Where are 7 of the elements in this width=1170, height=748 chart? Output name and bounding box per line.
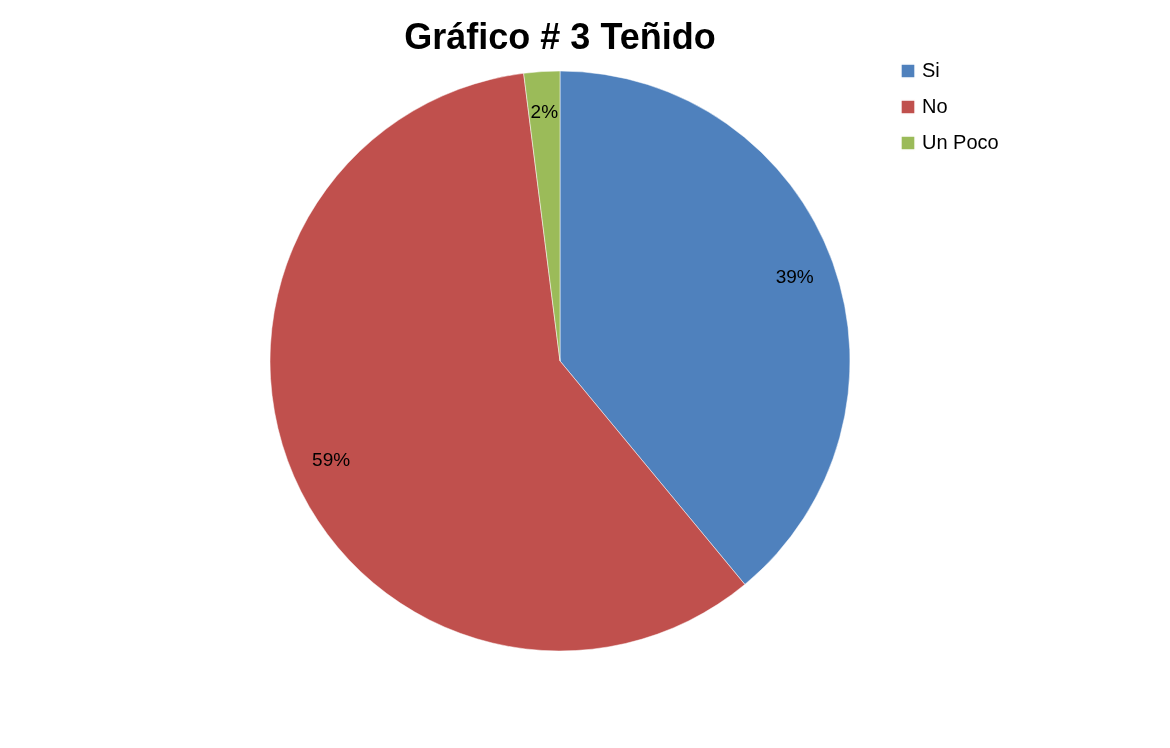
data-label: 39%	[775, 265, 814, 287]
legend-label: Si	[922, 59, 940, 81]
data-label: 2%	[530, 101, 559, 123]
legend-label: No	[922, 95, 948, 117]
chart-title: Gráfico # 3 Teñido	[404, 16, 716, 57]
data-label: 59%	[312, 449, 351, 471]
legend-label: Un Poco	[922, 131, 999, 153]
